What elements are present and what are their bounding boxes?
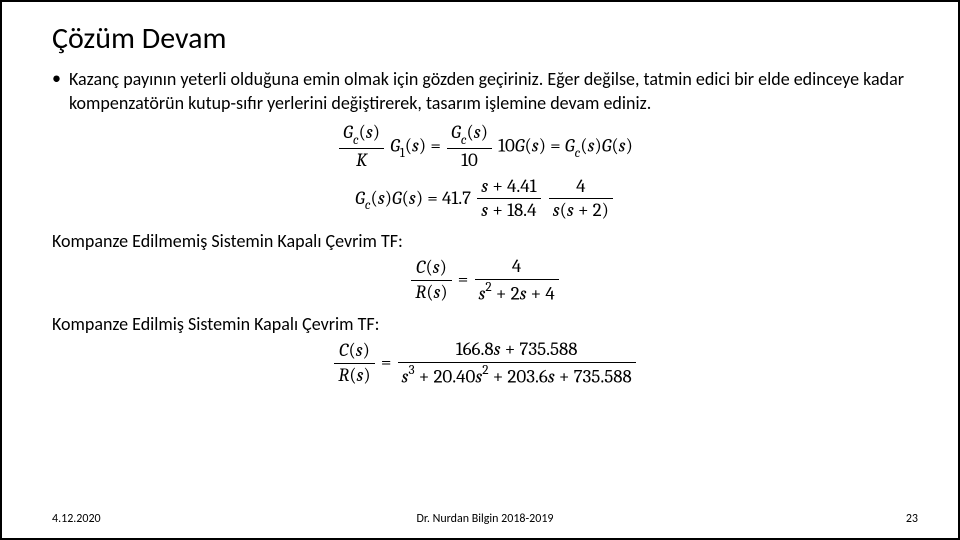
bullet-text: Kazanç payının yeterli olduğuna emin olm… [69,67,918,116]
slide-title: Çözüm Devam [52,20,918,57]
footer: 4.12.2020 Dr. Nurdan Bilgin 2018-2019 23 [52,512,918,526]
footer-author: Dr. Nurdan Bilgin 2018-2019 [416,512,553,526]
bullet-item: • Kazanç payının yeterli olduğuna emin o… [52,67,918,116]
footer-date: 4.12.2020 [52,512,101,526]
subheading-1: Kompanze Edilmemiş Sistemin Kapalı Çevri… [52,230,918,252]
subheading-2: Kompanze Edilmiş Sistemin Kapalı Çevrim … [52,313,918,335]
equation-2: Gc(s)G(s) = 41.7 s + 4.41 s + 18.4 4 s(s… [52,176,918,223]
equation-4: C(s) R(s) = 166.8s + 735.588 s3 + 20.40s… [52,339,918,388]
footer-page-number: 23 [906,512,918,526]
bullet-marker: • [52,67,61,90]
slide-frame: Çözüm Devam • Kazanç payının yeterli old… [0,0,960,540]
equation-1: Gc(s) K G1(s) = Gc(s) 10 10G(s) = Gc(s)G… [52,122,918,172]
equation-3: C(s) R(s) = 4 s2 + 2s + 4 [52,256,918,305]
